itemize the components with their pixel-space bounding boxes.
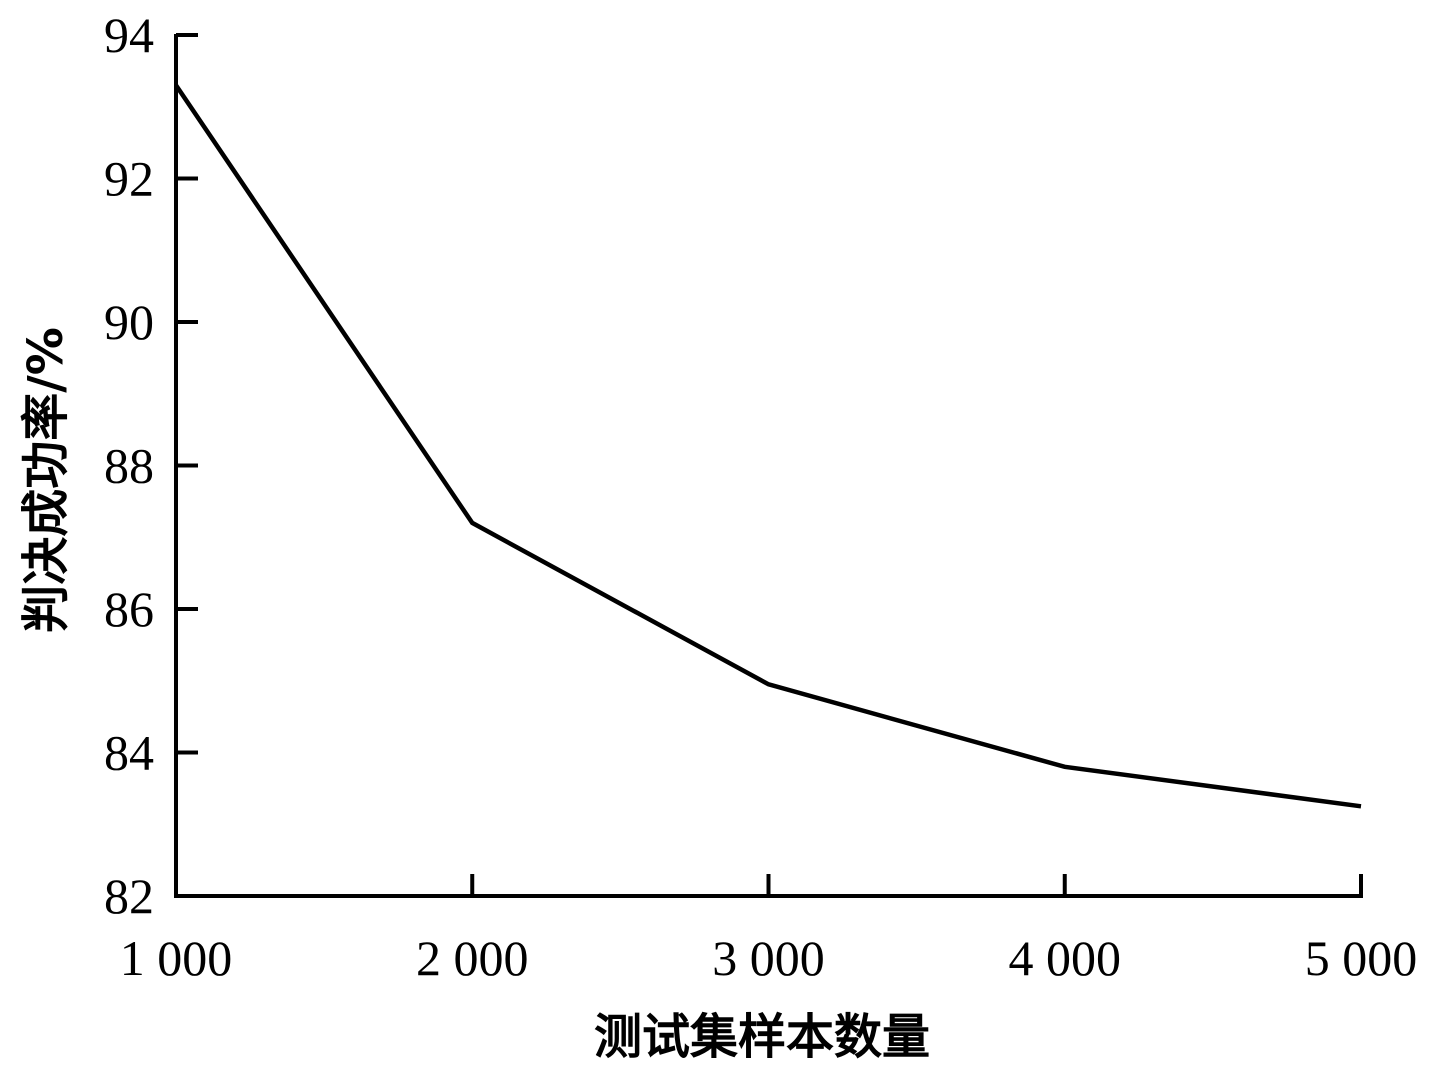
y-tick-label: 86	[104, 581, 154, 637]
y-axis-title: 判决成功率/%	[18, 327, 74, 633]
series-group	[174, 83, 1362, 809]
x-tick-label: 1 000	[120, 930, 233, 986]
y-tick-label: 94	[104, 7, 154, 63]
x-tick-label: 4 000	[1009, 930, 1122, 986]
x-ticks: 1 000 2 000 3 000 4 000 5 000	[120, 874, 1418, 986]
axes	[174, 34, 1363, 898]
y-tick-label: 90	[104, 294, 154, 350]
y-tick-label: 84	[104, 725, 154, 781]
y-tick-label: 88	[104, 438, 154, 494]
y-ticks: 82 84 86 88 90 92 94	[104, 7, 198, 924]
x-tick-label: 5 000	[1305, 930, 1418, 986]
x-axis-title: 测试集样本数量	[594, 1009, 930, 1065]
y-tick-label: 82	[104, 868, 154, 924]
x-tick-label: 2 000	[416, 930, 529, 986]
y-tick-label: 92	[104, 151, 154, 207]
series-line	[174, 83, 1362, 809]
x-tick-label: 3 000	[712, 930, 825, 986]
